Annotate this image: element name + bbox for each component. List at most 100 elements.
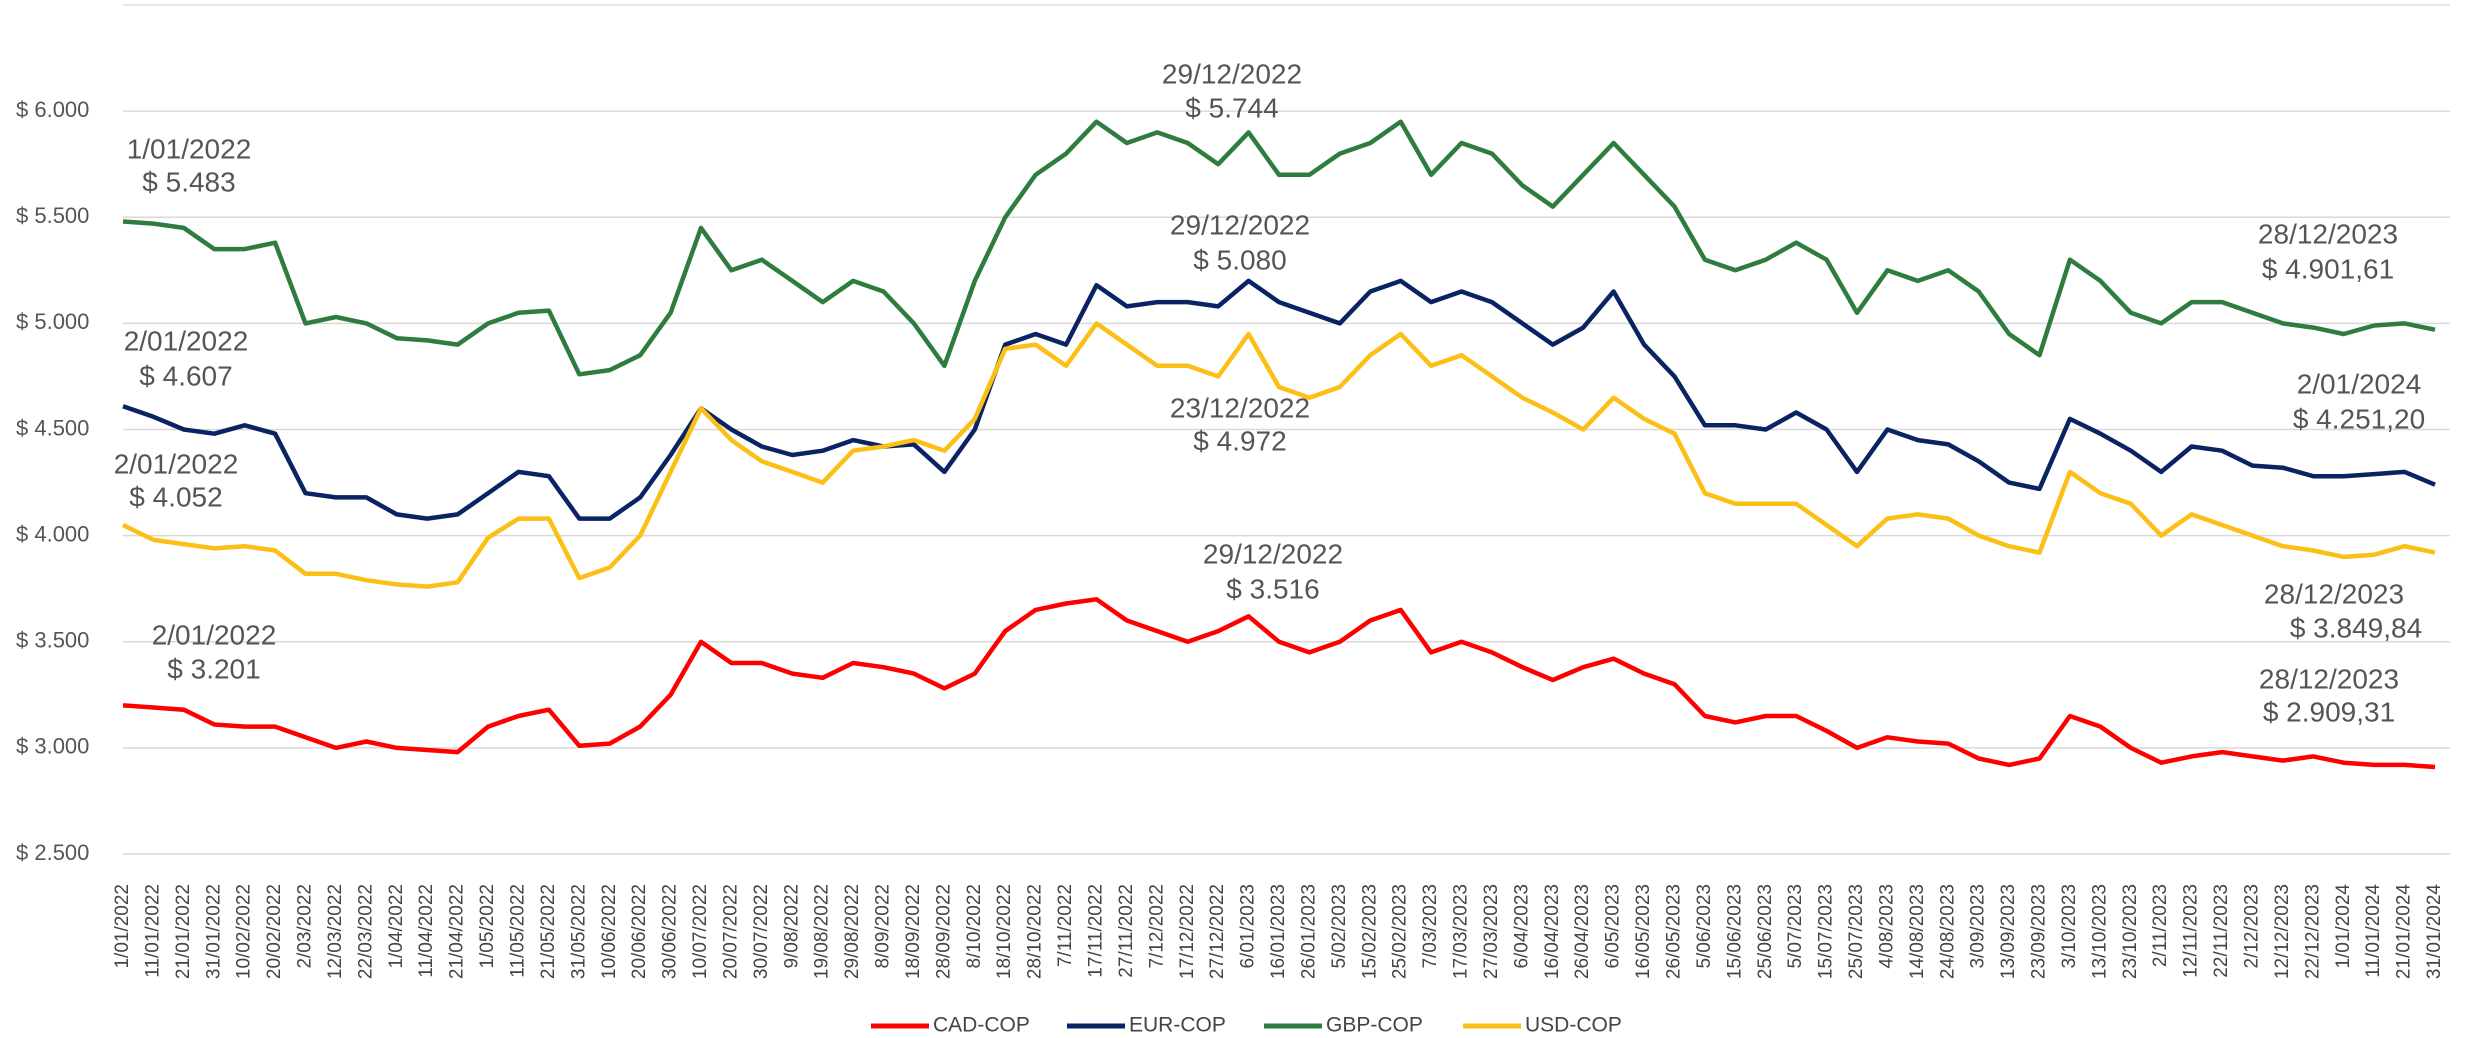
x-tick-label: 13/10/2023 [2089,884,2110,979]
x-tick-label: 25/07/2023 [1846,884,1867,979]
annotation-date: 28/12/2023 [2259,663,2399,694]
x-tick-label: 15/02/2023 [1359,884,1380,979]
x-tick-label: 6/01/2023 [1238,884,1259,969]
legend-label: USD-COP [1525,1014,1622,1037]
y-tick-label: $ 4.500 [16,415,89,440]
x-tick-label: 31/01/2024 [2424,884,2445,980]
x-tick-label: 3/10/2023 [2059,884,2080,969]
x-tick-label: 21/05/2022 [538,884,559,979]
x-tick-label: 15/06/2023 [1724,884,1745,979]
annotation-value: $ 4.607 [139,360,232,391]
y-tick-label: $ 2.500 [16,840,89,865]
x-tick-label: 12/12/2023 [2272,884,2293,979]
annotation-date: 23/12/2022 [1170,392,1310,423]
annotation-value: $ 3.849,84 [2290,612,2422,643]
annotation-date: 28/12/2023 [2258,218,2398,249]
x-tick-label: 11/01/2024 [2363,884,2384,978]
x-tick-label: 17/12/2022 [1177,884,1198,979]
y-tick-label: $ 5.500 [16,203,89,228]
x-tick-label: 27/03/2023 [1481,884,1502,979]
x-tick-label: 23/10/2023 [2120,884,2141,979]
x-tick-label: 7/03/2023 [1420,884,1441,969]
x-tick-label: 12/03/2022 [325,884,346,979]
y-tick-label: $ 3.000 [16,734,89,759]
x-tick-label: 20/02/2022 [264,884,285,979]
series-line [122,278,2436,521]
x-tick-label: 27/11/2022 [1116,884,1137,978]
x-tick-label: 28/10/2022 [1025,884,1046,979]
x-tick-label: 17/11/2022 [1085,884,1106,978]
y-tick-label: $ 3.500 [16,628,89,653]
annotation-value: $ 2.909,31 [2263,696,2395,727]
x-tick-label: 2/11/2023 [2150,884,2171,967]
x-tick-label: 14/08/2023 [1907,884,1928,979]
x-tick-label: 7/12/2022 [1146,884,1167,969]
x-tick-label: 21/04/2022 [447,884,468,979]
annotation-value: $ 5.483 [142,166,235,197]
y-tick-label: $ 4.000 [16,521,89,546]
x-tick-label: 30/07/2022 [751,884,772,979]
x-tick-label: 5/02/2023 [1329,884,1350,969]
annotation-value: $ 3.201 [167,653,260,684]
x-tick-label: 17/03/2023 [1451,884,1472,979]
series-line [122,597,2436,770]
x-tick-label: 29/08/2022 [842,884,863,979]
x-tick-label: 26/04/2023 [1572,884,1593,979]
x-tick-label: 26/01/2023 [1298,884,1319,979]
series-line [122,321,2436,589]
series-line [122,119,2436,377]
x-tick-label: 21/01/2022 [173,884,194,979]
x-tick-label: 23/09/2023 [2029,884,2050,979]
x-tick-label: 3/09/2023 [1968,884,1989,969]
annotation-value: $ 4.972 [1193,425,1286,456]
annotation-date: 29/12/2022 [1170,209,1310,240]
annotation-value: $ 4.901,61 [2262,253,2394,284]
x-tick-label: 1/04/2022 [386,884,407,969]
x-tick-label: 10/06/2022 [599,884,620,979]
annotation-date: 29/12/2022 [1203,538,1343,569]
x-tick-label: 6/04/2023 [1511,884,1532,969]
x-tick-label: 8/09/2022 [873,884,894,969]
x-tick-label: 25/06/2023 [1755,884,1776,979]
x-tick-label: 22/12/2023 [2302,884,2323,979]
x-tick-label: 19/08/2022 [812,884,833,979]
x-tick-label: 24/08/2023 [1937,884,1958,979]
x-tick-label: 20/07/2022 [720,884,741,979]
x-tick-label: 16/04/2023 [1542,884,1563,979]
x-tick-label: 26/05/2023 [1663,884,1684,979]
x-tick-label: 9/08/2022 [781,884,802,969]
x-tick-label: 15/07/2023 [1816,884,1837,979]
annotation-date: 2/01/2022 [152,619,277,650]
x-tick-label: 11/05/2022 [507,884,528,978]
x-tick-label: 12/11/2023 [2181,884,2202,978]
x-tick-label: 7/11/2022 [1055,884,1076,967]
x-tick-label: 31/01/2022 [203,884,224,979]
x-tick-label: 5/07/2023 [1785,884,1806,969]
annotation-date: 29/12/2022 [1162,58,1302,89]
x-tick-label: 4/08/2023 [1876,884,1897,969]
y-tick-label: $ 6.000 [16,97,89,122]
annotation-value: $ 3.516 [1226,573,1319,604]
x-tick-label: 20/06/2022 [629,884,650,979]
x-tick-label: 13/09/2023 [1998,884,2019,979]
annotation-date: 1/01/2022 [127,133,252,164]
x-tick-label: 30/06/2022 [660,884,681,979]
annotation-value: $ 4.251,20 [2293,403,2425,434]
annotation-date: 2/01/2022 [114,448,239,479]
x-tick-label: 16/01/2023 [1268,884,1289,979]
x-tick-label: 25/02/2023 [1390,884,1411,979]
x-tick-label: 22/11/2023 [2211,884,2232,978]
x-tick-label: 1/01/2022 [112,884,133,969]
x-tick-label: 8/10/2022 [964,884,985,969]
annotation-value: $ 5.080 [1193,244,1286,275]
annotation-value: $ 5.744 [1185,92,1278,123]
x-tick-label: 10/02/2022 [234,884,255,979]
x-tick-label: 2/03/2022 [295,884,316,969]
x-tick-label: 1/05/2022 [477,884,498,969]
legend-label: GBP-COP [1326,1014,1423,1037]
x-tick-label: 1/01/2024 [2333,884,2354,969]
legend-label: CAD-COP [933,1014,1030,1037]
y-tick-label: $ 5.000 [16,309,89,334]
x-tick-label: 16/05/2023 [1633,884,1654,979]
